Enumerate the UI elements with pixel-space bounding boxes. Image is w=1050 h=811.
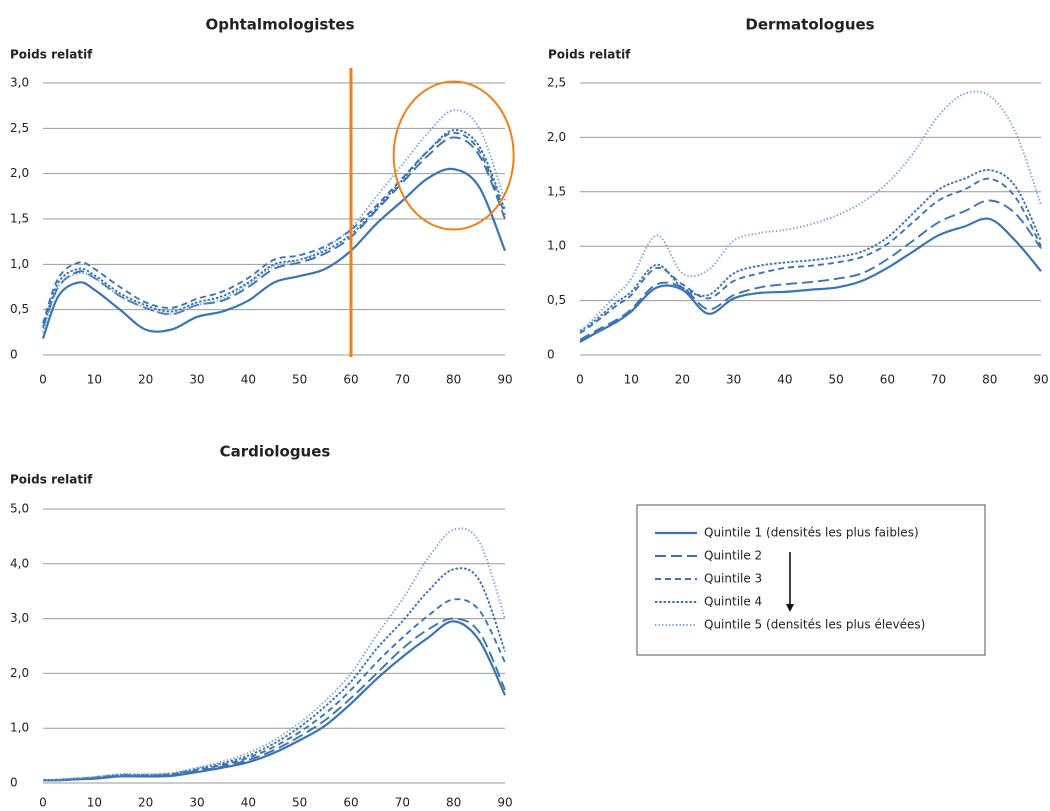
x-tick-label: 90 bbox=[497, 796, 512, 810]
data-line bbox=[42, 131, 506, 324]
x-tick-label: 40 bbox=[241, 796, 256, 810]
data-line bbox=[42, 617, 506, 782]
legend-label: Quintile 1 (densités les plus faibles) bbox=[704, 526, 919, 540]
y-tick-label: 0 bbox=[10, 776, 18, 790]
x-tick-label: 30 bbox=[189, 373, 204, 387]
x-tick-label: 60 bbox=[343, 373, 358, 387]
x-tick-label: 70 bbox=[931, 373, 946, 387]
legend-label: Quintile 4 bbox=[704, 595, 762, 609]
x-tick-label: 40 bbox=[777, 373, 792, 387]
x-tick-label: 0 bbox=[576, 373, 584, 387]
y-tick-label: 0,5 bbox=[547, 293, 566, 307]
x-tick-label: 10 bbox=[624, 373, 639, 387]
legend-label: Quintile 3 bbox=[704, 572, 762, 586]
data-line bbox=[42, 109, 506, 333]
y-tick-label: 1,5 bbox=[10, 212, 29, 226]
y-tick-label: 2,5 bbox=[547, 76, 566, 90]
x-tick-label: 50 bbox=[828, 373, 843, 387]
y-tick-label: 1,0 bbox=[547, 239, 566, 253]
x-tick-label: 50 bbox=[292, 796, 307, 810]
data-line bbox=[579, 217, 1042, 343]
x-tick-label: 0 bbox=[39, 373, 47, 387]
highlight-circle bbox=[392, 80, 515, 231]
x-tick-label: 30 bbox=[189, 796, 204, 810]
data-line bbox=[42, 567, 506, 782]
data-line bbox=[579, 199, 1042, 341]
y-tick-label: 2,0 bbox=[547, 130, 566, 144]
chart-title: Ophtalmologistes bbox=[205, 16, 354, 34]
x-tick-label: 40 bbox=[241, 373, 256, 387]
x-tick-label: 10 bbox=[87, 796, 102, 810]
x-tick-label: 20 bbox=[138, 796, 153, 810]
y-tick-label: 0 bbox=[547, 348, 555, 362]
y-tick-label: 1,0 bbox=[10, 721, 29, 735]
y-tick-label: 2,0 bbox=[10, 666, 29, 680]
y-tick-label: 2,0 bbox=[10, 166, 29, 180]
y-tick-label: 5,0 bbox=[10, 502, 29, 516]
y-tick-label: 4,0 bbox=[10, 556, 29, 570]
y-tick-label: 3,0 bbox=[10, 76, 29, 90]
legend-box bbox=[636, 504, 986, 656]
x-tick-label: 60 bbox=[880, 373, 895, 387]
data-line bbox=[42, 129, 506, 329]
x-tick-label: 30 bbox=[726, 373, 741, 387]
chart-title: Cardiologues bbox=[220, 443, 331, 461]
y-tick-label: 2,5 bbox=[10, 121, 29, 135]
x-tick-label: 20 bbox=[675, 373, 690, 387]
data-line bbox=[42, 620, 506, 782]
y-tick-label: 0,5 bbox=[10, 302, 29, 316]
x-tick-label: 60 bbox=[343, 796, 358, 810]
x-tick-label: 50 bbox=[292, 373, 307, 387]
x-tick-label: 90 bbox=[497, 373, 512, 387]
data-line bbox=[579, 90, 1042, 334]
x-tick-label: 10 bbox=[87, 373, 102, 387]
y-axis-label: Poids relatif bbox=[548, 48, 631, 62]
x-tick-label: 20 bbox=[138, 373, 153, 387]
legend-arrow-head bbox=[786, 604, 794, 612]
x-tick-label: 0 bbox=[39, 796, 47, 810]
y-tick-label: 0 bbox=[10, 348, 18, 362]
y-tick-label: 1,5 bbox=[547, 184, 566, 198]
x-tick-label: 80 bbox=[446, 796, 461, 810]
data-line bbox=[42, 136, 506, 329]
y-axis-label: Poids relatif bbox=[10, 48, 93, 62]
x-tick-label: 90 bbox=[1033, 373, 1048, 387]
x-tick-label: 70 bbox=[395, 373, 410, 387]
y-axis-label: Poids relatif bbox=[10, 473, 93, 487]
data-line bbox=[41, 167, 507, 340]
data-line bbox=[579, 177, 1042, 335]
y-tick-label: 1,0 bbox=[10, 257, 29, 271]
x-tick-label: 70 bbox=[395, 796, 410, 810]
x-tick-label: 80 bbox=[982, 373, 997, 387]
chart-title: Dermatologues bbox=[745, 16, 874, 34]
legend-label: Quintile 2 bbox=[704, 549, 762, 563]
y-tick-label: 3,0 bbox=[10, 611, 29, 625]
x-tick-label: 80 bbox=[446, 373, 461, 387]
legend-label: Quintile 5 (densités les plus élevées) bbox=[704, 618, 925, 632]
data-line bbox=[579, 168, 1042, 332]
